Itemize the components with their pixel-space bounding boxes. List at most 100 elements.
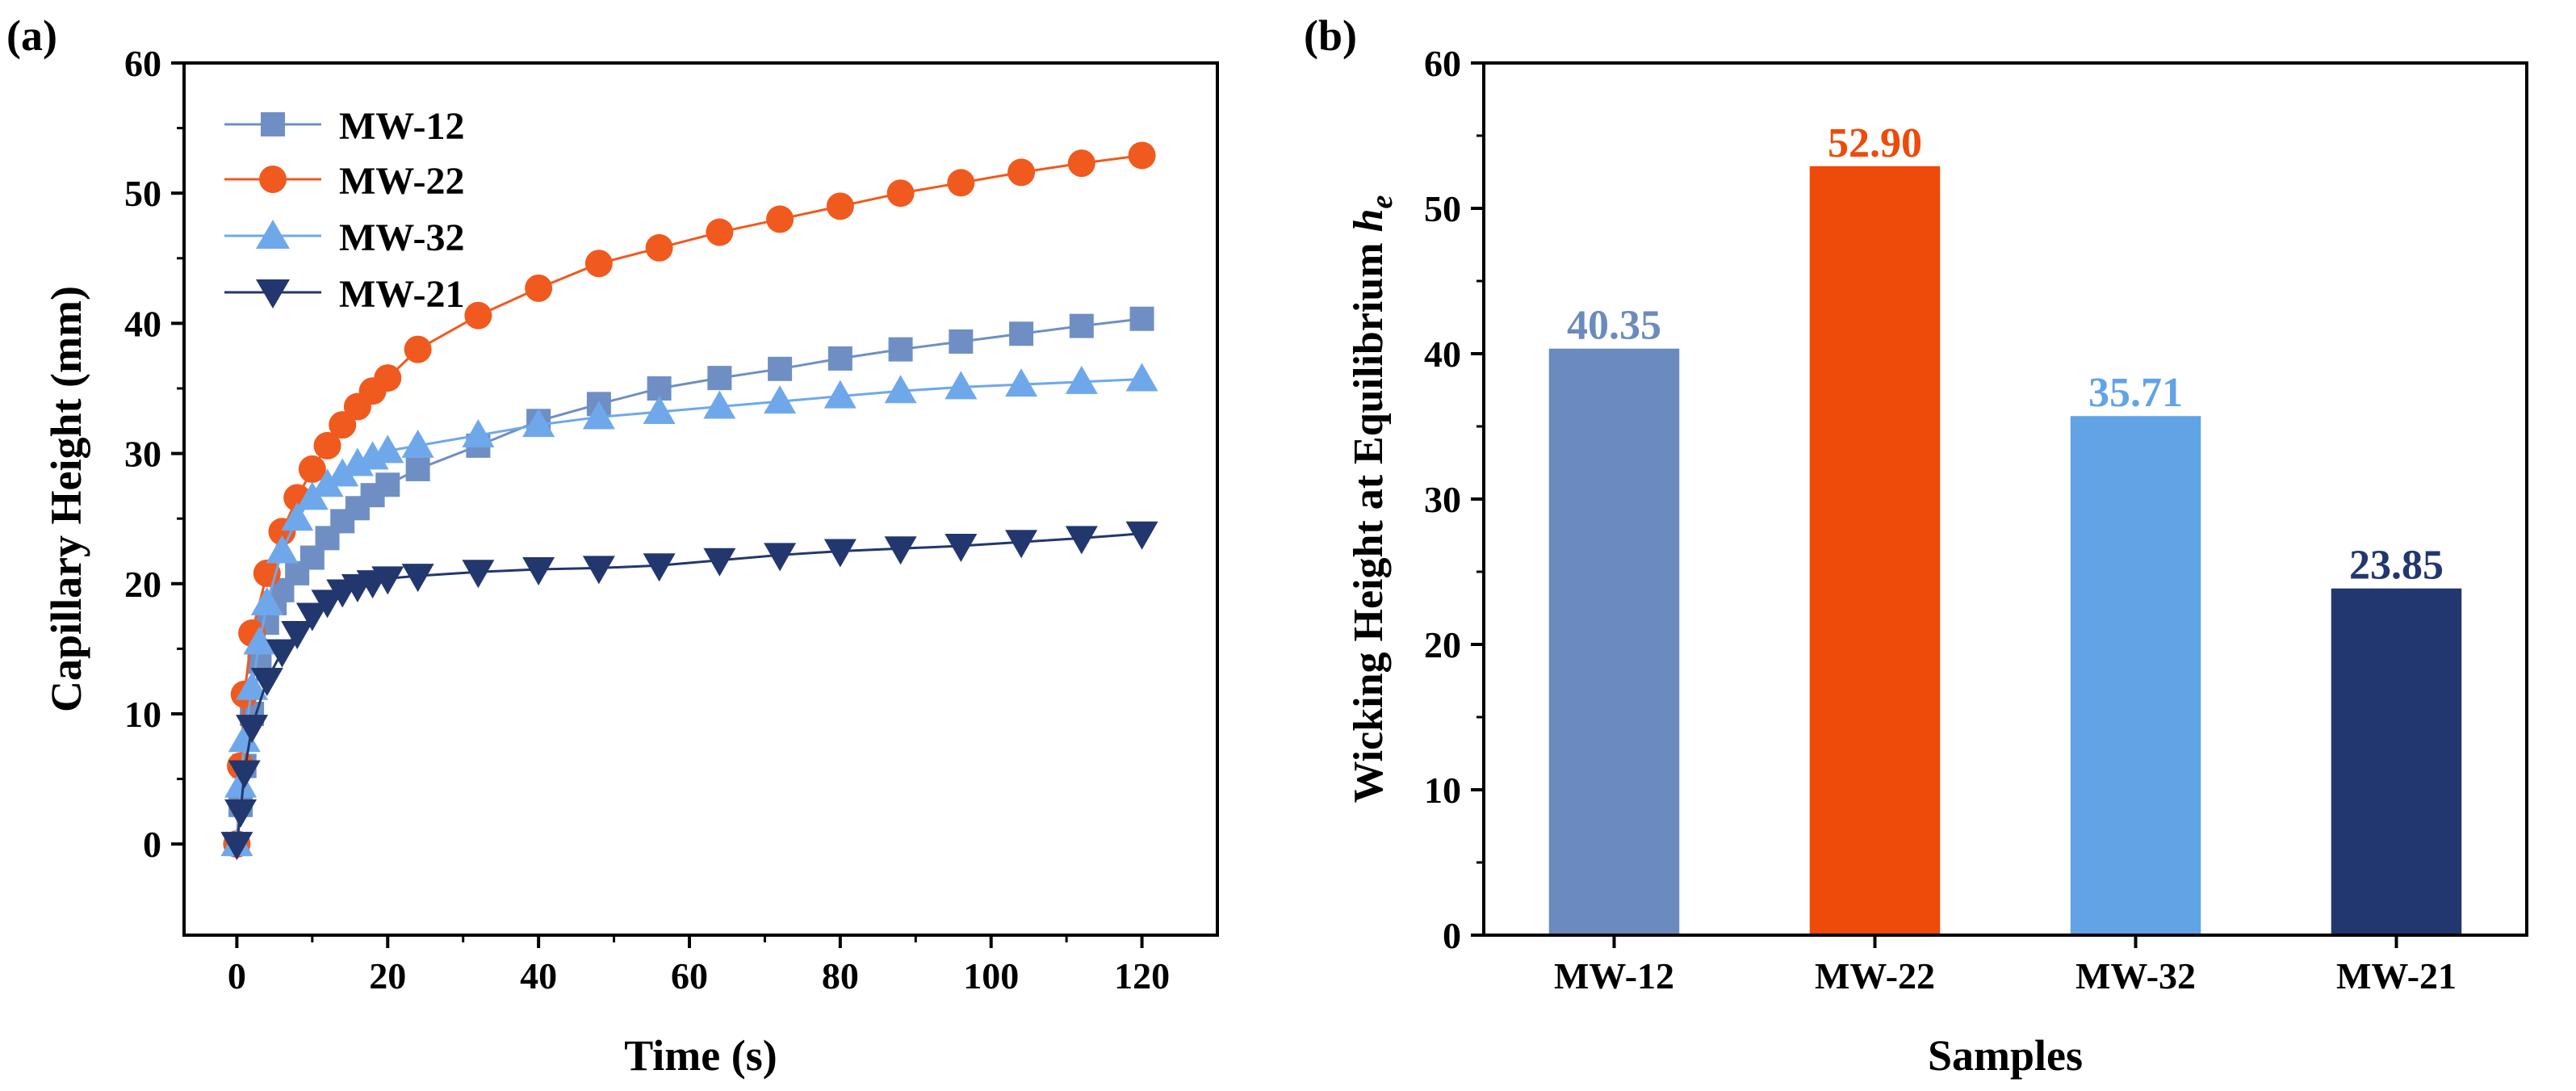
legend-item-mw-12: MW-12 xyxy=(224,105,465,148)
x-tick-label: 20 xyxy=(369,955,406,997)
data-point-square xyxy=(768,356,793,381)
panel-b-bar-chart: (b) 0 10 20 30 40 50 60 40.35 52.90 35.71 23.85 M… xyxy=(1304,11,2528,1080)
data-point-circle xyxy=(1067,149,1095,178)
series-mw-22 xyxy=(223,141,1156,858)
legend-marker-triangle-down xyxy=(256,279,290,308)
data-point-circle xyxy=(766,205,794,233)
data-point-triangle-up xyxy=(643,396,676,424)
legend-item-mw-21: MW-21 xyxy=(224,273,465,316)
data-point-triangle-down xyxy=(228,760,261,789)
y-title-text: Wicking Height at Equilibrium xyxy=(1346,232,1392,803)
data-point-square xyxy=(707,366,732,391)
panel-a-ticks: 0 20 40 60 80 100 120 0 10 20 30 40 50 60 xyxy=(124,43,1170,997)
data-point-triangle-down xyxy=(250,668,283,697)
x-tick-label: 0 xyxy=(228,955,246,997)
legend-item-mw-32: MW-32 xyxy=(224,216,465,259)
data-point-circle xyxy=(645,233,673,262)
y-tick-label: 10 xyxy=(124,694,161,735)
data-point-circle xyxy=(706,218,734,246)
data-point-triangle-up xyxy=(582,401,615,430)
data-point-circle xyxy=(584,250,613,278)
x-category-label: MW-12 xyxy=(1554,955,1674,997)
panel-a-frame xyxy=(182,61,1219,937)
data-point-square xyxy=(888,337,913,362)
y-tick-label: 20 xyxy=(124,564,161,605)
y-tick-label: 40 xyxy=(1424,334,1461,375)
x-tick-label: 120 xyxy=(1114,955,1170,997)
legend-marker-triangle-up xyxy=(256,220,290,249)
data-point-square xyxy=(1009,321,1034,346)
data-point-circle xyxy=(525,274,553,302)
legend-label-mw-21: MW-21 xyxy=(339,273,465,316)
data-point-square xyxy=(827,346,852,371)
data-point-square xyxy=(1129,306,1154,331)
y-tick-label: 40 xyxy=(124,303,161,344)
data-point-triangle-down xyxy=(823,539,857,568)
data-point-triangle-up xyxy=(401,429,434,458)
y-tick-label: 50 xyxy=(1424,188,1461,229)
data-point-triangle-down xyxy=(582,556,615,585)
y-tick-label: 20 xyxy=(1424,624,1461,665)
data-point-triangle-down xyxy=(295,602,329,632)
data-point-triangle-up xyxy=(243,626,276,655)
data-point-triangle-up xyxy=(236,671,269,700)
data-point-circle xyxy=(298,455,326,483)
data-point-triangle-down xyxy=(1065,526,1098,555)
y-title-subscript: e xyxy=(1365,195,1399,209)
data-point-triangle-up xyxy=(371,434,404,464)
panel-b-category-labels: MW-12 MW-22 MW-32 MW-21 xyxy=(1554,935,2457,997)
data-point-triangle-up xyxy=(311,468,344,497)
bar-mw-12 xyxy=(1548,348,1680,935)
bar-mw-32 xyxy=(2070,416,2201,935)
panel-a-label: (a) xyxy=(6,11,57,60)
legend-marker-square xyxy=(261,112,285,136)
data-point-triangle-up xyxy=(522,409,555,438)
panel-a-x-axis-title: Time (s) xyxy=(624,1031,777,1080)
x-tick-label: 80 xyxy=(822,955,859,997)
data-point-circle xyxy=(404,335,432,363)
x-category-label: MW-22 xyxy=(1815,955,1935,997)
data-point-triangle-down xyxy=(884,536,917,565)
panel-b-frame xyxy=(1482,61,2528,937)
data-point-triangle-up xyxy=(224,769,258,798)
data-point-triangle-down xyxy=(764,543,797,572)
data-point-triangle-up xyxy=(1065,365,1098,394)
data-point-triangle-down xyxy=(224,799,258,828)
data-point-circle xyxy=(1128,141,1156,170)
y-tick-label: 10 xyxy=(1424,770,1461,811)
bar-value-label: 40.35 xyxy=(1567,303,1661,349)
data-point-triangle-up xyxy=(945,371,978,400)
data-point-triangle-down xyxy=(266,639,299,668)
y-tick-label: 30 xyxy=(1424,479,1461,520)
data-point-triangle-down xyxy=(945,534,978,563)
x-tick-label: 40 xyxy=(520,955,557,997)
data-point-triangle-down xyxy=(522,557,555,586)
data-point-triangle-up xyxy=(764,385,797,414)
panel-b-x-axis-title: Samples xyxy=(1928,1031,2083,1080)
data-point-circle xyxy=(464,301,492,329)
data-point-triangle-up xyxy=(326,458,359,487)
bar-mw-22 xyxy=(1809,166,1941,936)
panel-b-ticks: 0 10 20 30 40 50 60 xyxy=(1424,43,1484,956)
data-point-circle xyxy=(374,364,402,392)
data-point-square xyxy=(949,329,974,354)
data-point-circle xyxy=(1007,158,1036,187)
data-point-triangle-down xyxy=(371,566,404,595)
data-point-triangle-up xyxy=(703,390,736,419)
bar-mw-21 xyxy=(2331,588,2462,935)
series-mw-32 xyxy=(220,363,1158,857)
panel-b-bars-group: 40.35 52.90 35.71 23.85 xyxy=(1548,120,2462,936)
data-point-triangle-down xyxy=(236,715,269,744)
data-point-triangle-down xyxy=(1005,530,1038,559)
legend-label-mw-32: MW-32 xyxy=(339,216,465,259)
data-point-circle xyxy=(313,431,341,459)
y-title-symbol: h xyxy=(1346,209,1392,233)
legend-item-mw-22: MW-22 xyxy=(224,160,465,203)
bar-value-label: 23.85 xyxy=(2349,543,2444,589)
y-tick-label: 60 xyxy=(124,43,161,84)
x-category-label: MW-21 xyxy=(2336,955,2457,997)
panel-a-line-chart: (a) 0 20 40 60 80 100 120 0 10 20 30 40 50 60 MW-12 M… xyxy=(6,11,1219,1080)
y-tick-label: 0 xyxy=(1443,915,1461,956)
legend-marker-circle xyxy=(259,166,287,193)
